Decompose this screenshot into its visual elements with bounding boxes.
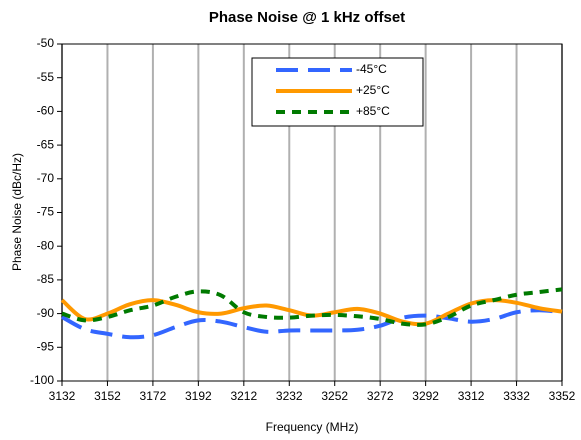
x-tick-label: 3292 <box>412 389 439 403</box>
y-tick-label: -95 <box>37 339 55 353</box>
y-tick-label: -75 <box>37 205 55 219</box>
x-tick-label: 3312 <box>458 389 485 403</box>
y-tick-label: -70 <box>37 171 55 185</box>
x-tick-label: 3272 <box>367 389 394 403</box>
chart-title: Phase Noise @ 1 kHz offset <box>209 9 405 26</box>
x-tick-label: 3212 <box>230 389 257 403</box>
y-tick-label: -85 <box>37 272 55 286</box>
series-line <box>61 287 563 327</box>
y-tick-label: -80 <box>37 238 55 252</box>
y-tick-label: -60 <box>37 104 55 118</box>
legend: -45°C +25°C +85°C <box>251 57 424 127</box>
legend-label: -45°C <box>356 62 387 76</box>
legend-label: +85°C <box>356 104 390 118</box>
plot-border <box>61 43 563 382</box>
y-tick-label: -55 <box>37 70 55 84</box>
y-tick-label: -50 <box>37 36 55 50</box>
series-line <box>61 308 563 340</box>
x-tick-label: 3252 <box>321 389 348 403</box>
x-tick-label: 3132 <box>49 389 76 403</box>
x-tick-label: 3332 <box>503 389 530 403</box>
y-tick-label: -100 <box>30 373 54 387</box>
y-tick-label: -90 <box>37 306 55 320</box>
y-tick-label: -65 <box>37 137 55 151</box>
legend-label: +25°C <box>356 83 390 97</box>
x-tick-label: 3192 <box>185 389 212 403</box>
x-tick-label: 3152 <box>94 389 121 403</box>
x-tick-label: 3352 <box>549 389 576 403</box>
x-axis-label: Frequency (MHz) <box>266 420 359 434</box>
x-tick-label: 3232 <box>276 389 303 403</box>
x-tick-label: 3172 <box>140 389 167 403</box>
y-axis-label: Phase Noise (dBc/Hz) <box>10 153 24 271</box>
